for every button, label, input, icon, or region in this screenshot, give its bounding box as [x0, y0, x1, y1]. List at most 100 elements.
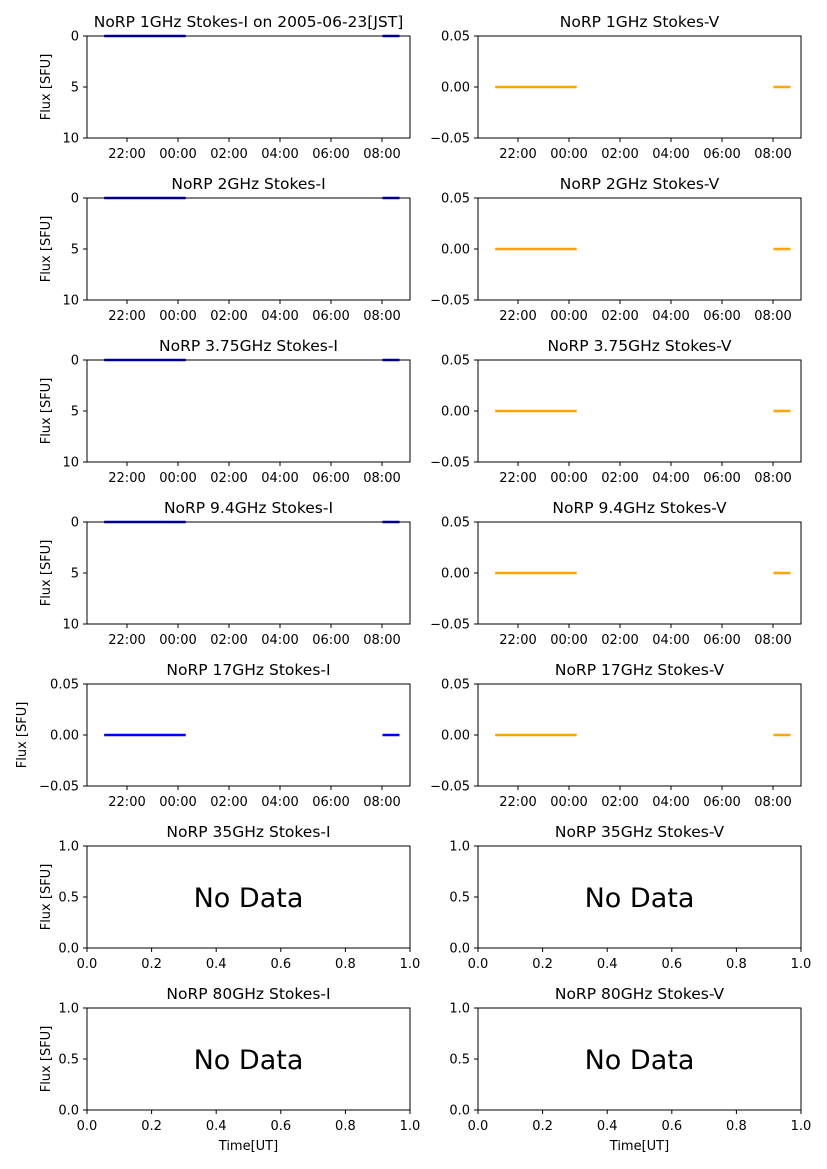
x-tick-label: 0.0: [468, 957, 489, 972]
panel-title: NoRP 9.4GHz Stokes-I: [164, 499, 333, 517]
y-tick-label: 1.0: [58, 840, 79, 855]
x-tick-label: 06:00: [312, 795, 349, 810]
x-tick-label: 06:00: [703, 633, 740, 648]
y-tick-label: 0.05: [441, 678, 470, 693]
x-tick-label: 0.0: [77, 957, 98, 972]
x-tick-label: 04:00: [652, 471, 689, 486]
x-tick-label: 1.0: [400, 957, 421, 972]
x-tick-label: 08:00: [363, 795, 400, 810]
y-tick-label: 0.5: [58, 891, 79, 906]
y-tick-label: 0.00: [441, 567, 470, 582]
y-tick-label: 0.05: [50, 678, 79, 693]
x-tick-label: 22:00: [108, 795, 145, 810]
x-tick-label: 04:00: [652, 147, 689, 162]
x-tick-label: 02:00: [601, 309, 638, 324]
x-tick-label: 00:00: [550, 309, 587, 324]
axes-frame: [477, 521, 802, 625]
x-tick-label: 00:00: [550, 795, 587, 810]
x-tick-label: 0.8: [335, 1119, 356, 1134]
x-tick-label: 08:00: [754, 633, 791, 648]
x-tick-label: 22:00: [499, 147, 536, 162]
x-tick-label: 04:00: [652, 795, 689, 810]
x-tick-label: 22:00: [108, 471, 145, 486]
x-tick-label: 04:00: [261, 147, 298, 162]
x-tick-label: 0.8: [335, 957, 356, 972]
panel-title: NoRP 3.75GHz Stokes-I: [159, 337, 338, 355]
y-tick-label: 0.0: [58, 942, 79, 957]
x-tick-label: 22:00: [108, 309, 145, 324]
y-tick-label: 0: [71, 516, 79, 531]
x-tick-label: 00:00: [550, 471, 587, 486]
x-tick-label: 04:00: [261, 471, 298, 486]
x-tick-label: 08:00: [363, 309, 400, 324]
x-tick-label: 02:00: [601, 147, 638, 162]
x-tick-label: 02:00: [210, 309, 247, 324]
y-axis-label: Flux [SFU]: [39, 378, 54, 445]
x-tick-label: 04:00: [261, 795, 298, 810]
axes-frame: [477, 845, 802, 949]
y-tick-label: 0.00: [441, 81, 470, 96]
panel-title: NoRP 17GHz Stokes-V: [555, 661, 725, 679]
x-tick-label: 02:00: [210, 633, 247, 648]
panel-title: NoRP 80GHz Stokes-V: [555, 985, 725, 1003]
y-tick-label: −0.05: [430, 780, 470, 795]
x-tick-label: 0.4: [206, 957, 227, 972]
x-tick-label: 22:00: [108, 633, 145, 648]
x-tick-label: 02:00: [210, 795, 247, 810]
x-tick-label: 0.4: [597, 1119, 618, 1134]
y-tick-label: 10: [62, 456, 79, 471]
panel-title: NoRP 2GHz Stokes-I: [171, 175, 325, 193]
y-tick-label: 0.5: [449, 891, 470, 906]
y-tick-label: 0.05: [441, 354, 470, 369]
x-tick-label: 0.2: [141, 1119, 162, 1134]
y-axis-label: Flux [SFU]: [39, 54, 54, 121]
no-data-text: No Data: [585, 883, 695, 914]
x-tick-label: 0.4: [206, 1119, 227, 1134]
y-tick-label: 0.0: [449, 942, 470, 957]
x-tick-label: 04:00: [652, 633, 689, 648]
panel-title: NoRP 1GHz Stokes-I on 2005-06-23[JST]: [94, 13, 404, 31]
x-tick-label: 22:00: [108, 147, 145, 162]
x-tick-label: 08:00: [754, 309, 791, 324]
x-tick-label: 22:00: [499, 633, 536, 648]
x-tick-label: 04:00: [261, 309, 298, 324]
y-tick-label: 0.05: [441, 30, 470, 45]
x-tick-label: 0.4: [597, 957, 618, 972]
y-tick-label: −0.05: [430, 618, 470, 633]
y-tick-label: 0.5: [449, 1053, 470, 1068]
x-tick-label: 08:00: [754, 147, 791, 162]
x-tick-label: 06:00: [703, 471, 740, 486]
axes-frame: [86, 845, 411, 949]
y-tick-label: 0: [71, 192, 79, 207]
x-tick-label: 00:00: [550, 147, 587, 162]
x-tick-label: 0.6: [661, 957, 682, 972]
x-tick-label: 0.8: [726, 1119, 747, 1134]
y-tick-label: 5: [71, 405, 79, 420]
axes-frame: [477, 683, 802, 787]
x-tick-label: 02:00: [210, 471, 247, 486]
y-tick-label: −0.05: [430, 132, 470, 147]
x-tick-label: 06:00: [703, 795, 740, 810]
y-tick-label: 0.05: [441, 192, 470, 207]
x-tick-label: 0.0: [77, 1119, 98, 1134]
axes-frame: [477, 359, 802, 463]
x-tick-label: 22:00: [499, 309, 536, 324]
axes-frame: [86, 35, 411, 139]
x-tick-label: 00:00: [159, 471, 196, 486]
x-tick-label: 0.6: [270, 1119, 291, 1134]
y-axis-label: Flux [SFU]: [15, 702, 30, 769]
axes-frame: [477, 1007, 802, 1111]
y-tick-label: 0.05: [441, 516, 470, 531]
x-tick-label: 0.6: [661, 1119, 682, 1134]
panel-title: NoRP 17GHz Stokes-I: [166, 661, 330, 679]
y-tick-label: 0.00: [441, 405, 470, 420]
x-tick-label: 06:00: [703, 309, 740, 324]
panel-title: NoRP 2GHz Stokes-V: [560, 175, 720, 193]
y-axis-label: Flux [SFU]: [39, 216, 54, 283]
axes-frame: [86, 683, 411, 787]
y-tick-label: 0.0: [449, 1104, 470, 1119]
x-tick-label: 22:00: [499, 795, 536, 810]
x-tick-label: 22:00: [499, 471, 536, 486]
x-tick-label: 06:00: [312, 471, 349, 486]
